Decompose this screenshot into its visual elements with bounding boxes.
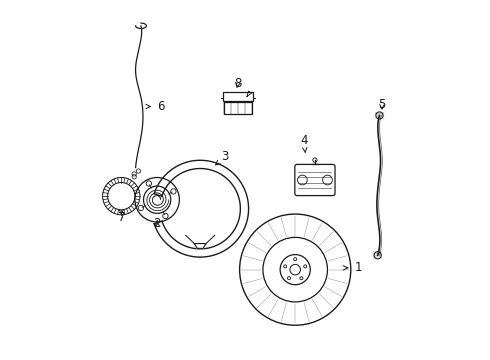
- Text: 2: 2: [153, 217, 161, 230]
- Text: 8: 8: [234, 77, 242, 90]
- Polygon shape: [195, 244, 206, 248]
- Text: 7: 7: [118, 210, 125, 224]
- Text: 3: 3: [216, 150, 229, 165]
- Bar: [222, 93, 253, 101]
- Text: 4: 4: [300, 134, 308, 153]
- Bar: [223, 102, 252, 114]
- Text: 1: 1: [343, 261, 362, 274]
- Text: 6: 6: [146, 100, 165, 113]
- Text: 5: 5: [378, 98, 386, 111]
